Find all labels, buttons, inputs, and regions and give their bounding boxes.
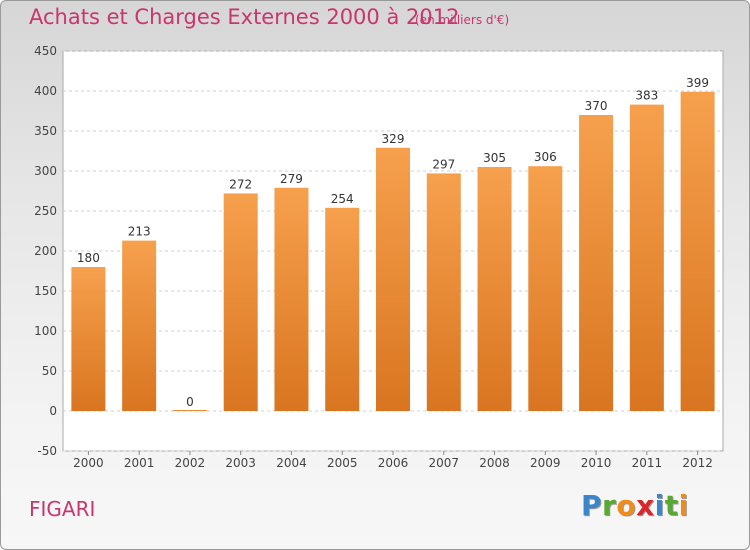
x-tick-label-2008: 2008	[479, 456, 510, 470]
y-tick-label: 150	[34, 284, 57, 298]
y-tick-label: 250	[34, 204, 57, 218]
value-label-2001: 213	[128, 225, 151, 239]
y-tick-label: 300	[34, 164, 57, 178]
value-label-2011: 383	[635, 89, 658, 103]
logo-letter: P	[581, 489, 603, 522]
bar-2012	[680, 91, 715, 412]
y-tick-label: 400	[34, 84, 57, 98]
logo-letter: i	[654, 489, 665, 522]
chart-title: Achats et Charges Externes 2000 à 2012	[29, 5, 460, 29]
x-tick-label-2001: 2001	[124, 456, 155, 470]
value-label-2003: 272	[229, 177, 252, 191]
value-label-2004: 279	[280, 172, 303, 186]
value-label-2007: 297	[432, 157, 455, 171]
y-tick-label: 0	[49, 404, 57, 418]
y-tick-label: 450	[34, 44, 57, 58]
x-tick-label-2002: 2002	[175, 456, 206, 470]
x-tick-label-2005: 2005	[327, 456, 358, 470]
bar-2001	[122, 240, 157, 411]
chart-subtitle: (en milliers d'€)	[415, 13, 510, 27]
x-tick-label-2003: 2003	[225, 456, 256, 470]
value-label-2000: 180	[77, 251, 100, 265]
bar-2008	[477, 167, 512, 411]
y-tick-label: 350	[34, 124, 57, 138]
logo-letter: x	[636, 489, 655, 522]
value-label-2002: 0	[186, 395, 194, 409]
x-tick-label-2000: 2000	[73, 456, 104, 470]
y-axis: -50 0 50 100 150 200 250 300 350 400 450	[34, 44, 57, 458]
x-tick-label-2007: 2007	[428, 456, 459, 470]
value-label-2009: 306	[534, 150, 557, 164]
bar-2009	[528, 166, 563, 411]
x-tick-label-2011: 2011	[632, 456, 663, 470]
y-tick-label: 50	[42, 364, 57, 378]
x-tick-label-2006: 2006	[378, 456, 409, 470]
logo-letter: i	[678, 489, 689, 522]
x-tick-label-2004: 2004	[276, 456, 307, 470]
x-tick-label-2012: 2012	[682, 456, 713, 470]
bar-2002	[172, 410, 207, 411]
x-axis: 2000 2001 2002 2003 2004 2005 2006 2007 2008 2009…	[73, 451, 713, 470]
y-tick-label: 200	[34, 244, 57, 258]
bar-2004	[274, 187, 309, 411]
x-tick-label-2010: 2010	[581, 456, 612, 470]
logo-letter: o	[616, 489, 637, 522]
bars: 180 213 0 272 279 254 329 297 305 306 370 383 399	[71, 76, 715, 412]
bar-2003	[223, 193, 258, 411]
logo-letter: r	[602, 489, 617, 522]
bar-2011	[629, 104, 664, 411]
value-label-2005: 254	[331, 192, 354, 206]
y-tick-label: 100	[34, 324, 57, 338]
value-label-2006: 329	[382, 132, 405, 146]
place-name: FIGARI	[29, 497, 96, 521]
bar-2006	[376, 147, 410, 412]
value-label-2008: 305	[483, 151, 506, 165]
logo-letter: t	[664, 489, 679, 522]
x-tick-label-2009: 2009	[530, 456, 561, 470]
bar-2005	[325, 207, 360, 411]
value-label-2012: 399	[686, 76, 709, 90]
bar-2010	[579, 115, 614, 411]
y-tick-label: -50	[37, 444, 57, 458]
bar-2000	[71, 267, 106, 411]
bar-2007	[426, 173, 461, 411]
proxiti-logo: Proxiti	[581, 489, 689, 522]
value-label-2010: 370	[585, 99, 608, 113]
